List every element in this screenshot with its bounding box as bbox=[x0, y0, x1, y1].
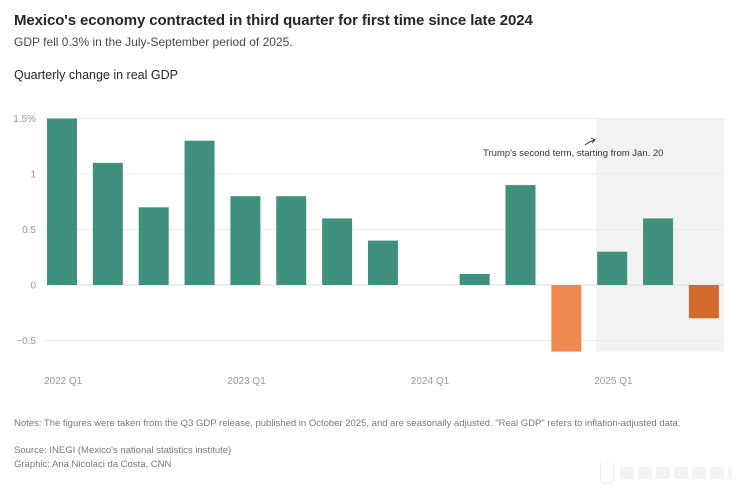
watermark-text bbox=[620, 467, 732, 479]
bar-chart: 1.5% 1 0.5 0 −0.5 2022 Q1 2023 Q1 2024 Q1 2025 … bbox=[13, 114, 724, 387]
x-tick-label: 2022 Q1 bbox=[44, 376, 83, 387]
bar bbox=[459, 273, 490, 285]
y-tick-label: 1 bbox=[30, 170, 36, 181]
annotation-text: Trump's second term, starting from Jan. … bbox=[483, 148, 663, 159]
bar bbox=[505, 185, 536, 285]
bar bbox=[230, 196, 261, 285]
x-axis-ticks: 2022 Q1 2023 Q1 2024 Q1 2025 Q1 bbox=[44, 376, 633, 387]
annotation-arrow-icon bbox=[584, 137, 596, 146]
x-tick-label: 2024 Q1 bbox=[411, 376, 450, 387]
bar bbox=[643, 218, 674, 285]
chart-credit: Graphic: Ana Nicolaci da Costa, CNN bbox=[14, 459, 172, 470]
y-tick-label: −0.5 bbox=[16, 336, 36, 347]
bar bbox=[138, 207, 169, 285]
watermark-icon bbox=[600, 462, 614, 484]
chart-headline: Mexico's economy contracted in third qua… bbox=[14, 12, 533, 29]
chart-source: Source: INEGI (Mexico's national statist… bbox=[14, 445, 232, 456]
bar bbox=[367, 240, 398, 285]
bar bbox=[551, 285, 582, 352]
bars bbox=[47, 118, 719, 352]
bar bbox=[276, 196, 307, 285]
x-tick-label: 2025 Q1 bbox=[594, 376, 633, 387]
y-axis-ticks: 1.5% 1 0.5 0 −0.5 bbox=[13, 114, 36, 347]
bar bbox=[322, 218, 353, 285]
watermark bbox=[600, 462, 732, 484]
bar bbox=[47, 118, 77, 285]
bar bbox=[92, 162, 123, 285]
chart-subtitle: GDP fell 0.3% in the July-September peri… bbox=[14, 35, 293, 49]
y-tick-label: 0.5 bbox=[22, 225, 36, 236]
bar bbox=[184, 140, 215, 285]
chart-notes: Notes: The figures were taken from the Q… bbox=[14, 418, 681, 429]
annotation-layer: Trump's second term, starting from Jan. … bbox=[483, 137, 663, 159]
bar bbox=[688, 285, 719, 319]
chart-title: Quarterly change in real GDP bbox=[14, 68, 178, 82]
y-tick-label: 0 bbox=[30, 281, 36, 292]
y-tick-label: 1.5% bbox=[13, 114, 36, 125]
bar bbox=[597, 251, 628, 285]
x-tick-label: 2023 Q1 bbox=[227, 376, 266, 387]
